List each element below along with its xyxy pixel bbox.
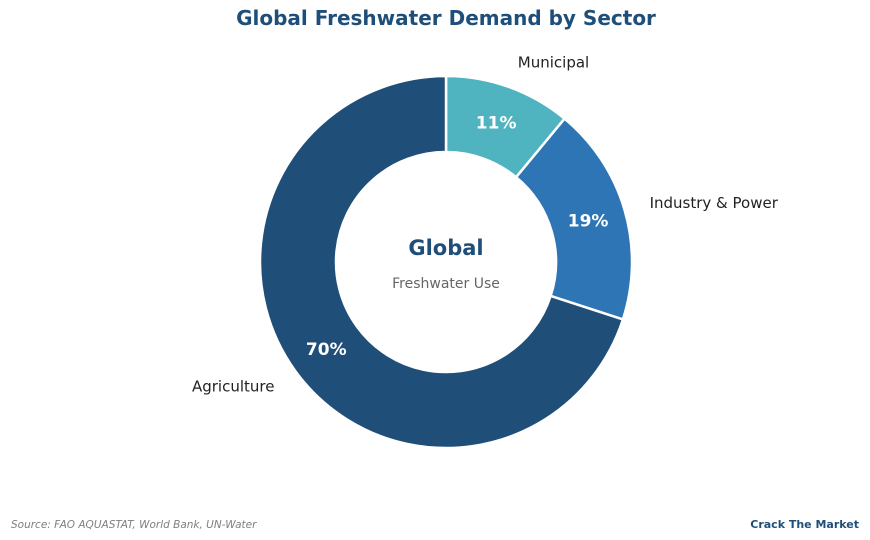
percentage-label-group: 11% 19% 70% — [306, 114, 609, 360]
percentage-label-agriculture: 70% — [306, 340, 347, 360]
category-label-municipal: Municipal — [518, 54, 589, 72]
category-label-industry-and-power: Industry & Power — [650, 194, 779, 212]
brand-label: Crack The Market — [750, 518, 859, 531]
percentage-label-municipal: 11% — [476, 114, 517, 134]
source-note: Source: FAO AQUASTAT, World Bank, UN-Wat… — [11, 519, 257, 531]
slice-group — [258, 74, 634, 450]
percentage-label-industry-and-power: 19% — [568, 212, 609, 232]
center-subtitle: Freshwater Use — [392, 276, 500, 292]
category-label-group: Municipal Industry & Power Agriculture — [192, 54, 779, 396]
slice-agriculture — [258, 74, 625, 450]
center-title: Global — [408, 236, 483, 260]
category-label-agriculture: Agriculture — [192, 378, 275, 396]
chart-title: Global Freshwater Demand by Sector — [236, 6, 656, 30]
